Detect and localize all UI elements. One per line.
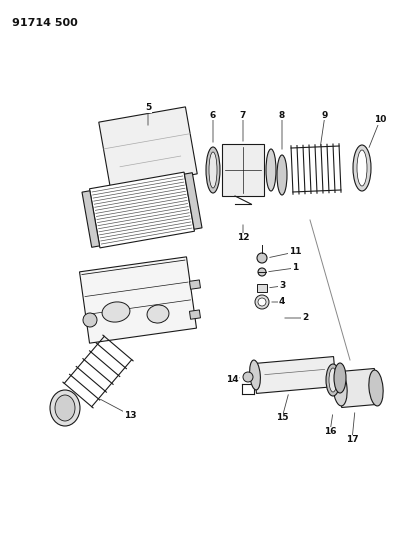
Text: 8: 8 <box>279 110 285 119</box>
Ellipse shape <box>209 152 217 188</box>
Bar <box>339 368 378 408</box>
Bar <box>222 144 264 196</box>
Ellipse shape <box>353 145 371 191</box>
Ellipse shape <box>334 363 346 393</box>
Bar <box>189 280 200 289</box>
Ellipse shape <box>266 149 276 191</box>
Circle shape <box>83 313 97 327</box>
Ellipse shape <box>147 305 169 323</box>
Bar <box>79 257 197 343</box>
Ellipse shape <box>333 370 347 406</box>
Circle shape <box>257 253 267 263</box>
Bar <box>99 107 197 189</box>
Circle shape <box>255 295 269 309</box>
Ellipse shape <box>102 302 130 322</box>
Bar <box>254 357 336 393</box>
Ellipse shape <box>326 364 340 396</box>
Ellipse shape <box>369 370 383 406</box>
Text: 2: 2 <box>302 313 308 322</box>
Circle shape <box>258 298 266 306</box>
Text: 4: 4 <box>279 297 285 306</box>
Bar <box>89 172 195 248</box>
Text: 6: 6 <box>210 110 216 119</box>
Text: 12: 12 <box>237 233 249 243</box>
Text: 14: 14 <box>225 376 238 384</box>
Text: 10: 10 <box>374 116 386 125</box>
Text: 11: 11 <box>289 247 301 256</box>
Ellipse shape <box>50 390 80 426</box>
Text: 13: 13 <box>124 410 136 419</box>
Ellipse shape <box>329 368 337 392</box>
Text: 15: 15 <box>276 414 288 423</box>
Text: 16: 16 <box>324 427 336 437</box>
Circle shape <box>243 372 253 382</box>
Ellipse shape <box>206 147 220 193</box>
Ellipse shape <box>55 395 75 421</box>
Bar <box>257 284 267 292</box>
Bar <box>82 191 100 247</box>
Text: 91714 500: 91714 500 <box>12 18 78 28</box>
Ellipse shape <box>357 150 367 186</box>
Circle shape <box>258 268 266 276</box>
Bar <box>189 310 200 319</box>
Text: 9: 9 <box>322 110 328 119</box>
Text: 7: 7 <box>240 110 246 119</box>
Text: 17: 17 <box>346 435 358 445</box>
Ellipse shape <box>250 360 260 390</box>
Text: 1: 1 <box>292 263 298 272</box>
Ellipse shape <box>277 155 287 195</box>
Text: 5: 5 <box>145 103 151 112</box>
Bar <box>185 173 202 229</box>
Text: 3: 3 <box>279 281 285 290</box>
